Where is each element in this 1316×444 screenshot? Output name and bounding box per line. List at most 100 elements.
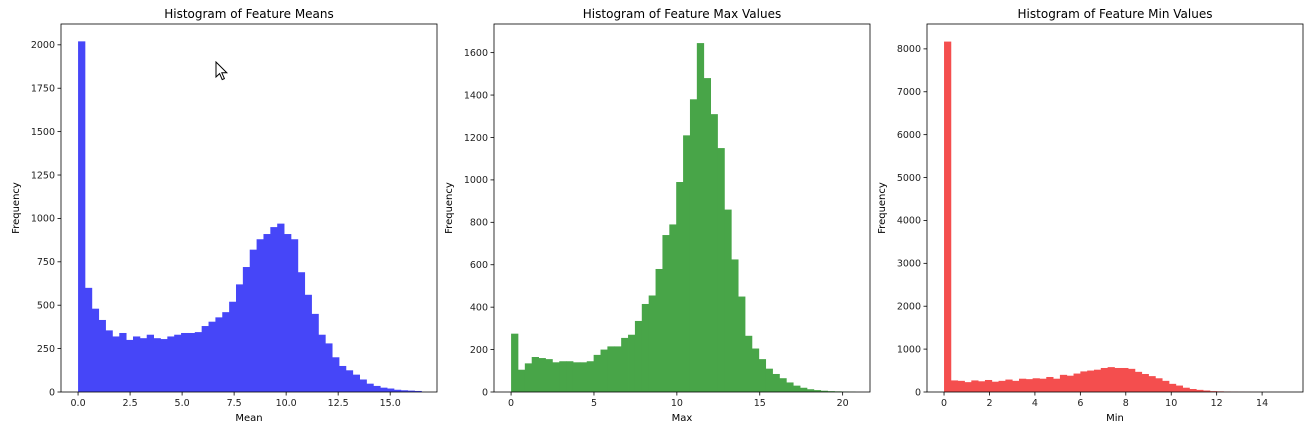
max-bar — [820, 390, 828, 392]
min-xtick-label: 6 — [1077, 398, 1083, 409]
means-axes-frame — [60, 23, 438, 393]
means-bar — [208, 321, 216, 392]
chart-min: 0 2 4 6 8 10 12 14 0 1000 2000 3000 4000 5000 6000 7000… — [877, 7, 1304, 424]
max-bar — [545, 359, 553, 392]
max-bar — [566, 361, 574, 392]
means-bar — [187, 332, 196, 392]
means-bar — [325, 343, 333, 392]
max-ytick-label: 200 — [470, 345, 488, 356]
min-xtick-label: 8 — [1123, 398, 1129, 409]
means-bar — [304, 294, 312, 392]
max-ytick-label: 600 — [470, 260, 488, 271]
means-ytick-label: 1250 — [31, 170, 55, 181]
means-bar — [407, 390, 415, 392]
min-bar — [1168, 383, 1177, 392]
max-bar — [669, 224, 677, 392]
min-bar — [1114, 367, 1122, 392]
min-ytick-label: 1000 — [897, 344, 921, 355]
min-bar — [1059, 374, 1068, 392]
means-bar — [146, 334, 154, 392]
means-bar — [174, 334, 182, 392]
mouse-cursor-icon — [215, 61, 229, 81]
means-bar — [98, 319, 106, 392]
max-bar — [621, 337, 629, 392]
min-bar — [1093, 369, 1102, 392]
max-bar — [628, 334, 636, 392]
max-bar — [586, 361, 595, 392]
max-ytick-label: 1600 — [464, 48, 488, 59]
min-bar — [1080, 371, 1088, 392]
max-bar — [676, 182, 684, 392]
max-bar — [724, 209, 732, 392]
max-bar — [593, 354, 601, 392]
min-bar — [1196, 389, 1204, 392]
min-bar — [1107, 367, 1115, 392]
means-bar — [380, 387, 388, 392]
means-xtick-label: 7.5 — [227, 398, 242, 409]
means-ytick-label: 0 — [49, 387, 55, 398]
max-bar — [751, 348, 760, 392]
min-bar — [1148, 376, 1156, 392]
means-bar — [215, 317, 223, 392]
means-bar — [153, 338, 161, 392]
max-bar — [786, 382, 794, 392]
max-bar — [600, 349, 608, 392]
means-xtick-label: 12.5 — [328, 398, 349, 409]
means-bar — [297, 272, 306, 392]
min-bar — [1121, 367, 1129, 392]
means-ytick-label: 250 — [37, 344, 55, 355]
min-bar — [1046, 376, 1054, 392]
max-bar — [655, 268, 663, 392]
means-bar — [126, 339, 134, 392]
min-bars — [944, 41, 1286, 392]
means-bar — [338, 365, 347, 392]
min-bar — [1019, 378, 1027, 392]
means-bar — [256, 239, 264, 392]
max-xtick-label: 15 — [754, 398, 766, 409]
means-bar — [352, 374, 360, 392]
min-bar — [971, 380, 979, 392]
max-bar — [641, 303, 650, 392]
min-bar — [1141, 373, 1149, 392]
chart-max: 0 5 10 15 2002004006008001000120014001600His… — [444, 7, 871, 424]
max-ytick-label: 400 — [470, 302, 488, 313]
means-xtick-label: 5.0 — [175, 398, 190, 409]
means-bar — [249, 249, 257, 392]
max-bar — [779, 378, 787, 392]
max-bar — [559, 361, 567, 392]
means-bar — [181, 332, 189, 392]
means-bar — [318, 334, 326, 392]
max-bars — [511, 43, 856, 393]
means-bar — [160, 339, 168, 392]
min-ytick-label: 7000 — [897, 87, 921, 98]
max-bar — [511, 333, 519, 392]
means-bar — [139, 338, 148, 392]
min-bar — [1128, 368, 1136, 392]
min-xtick-label: 14 — [1256, 398, 1268, 409]
min-bar — [1155, 378, 1163, 392]
min-bar — [1073, 373, 1081, 392]
min-ytick-label: 4000 — [897, 216, 921, 227]
max-xtick-label: 20 — [837, 398, 849, 409]
min-bar — [1209, 391, 1218, 392]
means-bar — [373, 385, 381, 392]
chart-means: 0.0 2.5 5.0 7.5 10.0 12.5 15.0 0 250 500 750 1000 12… — [11, 7, 438, 424]
min-ytick-label: 0 — [915, 387, 921, 398]
max-bar — [710, 114, 718, 392]
min-bar — [1066, 375, 1074, 392]
means-ytick-label: 1000 — [31, 214, 55, 225]
max-bar — [517, 369, 526, 392]
means-bar — [167, 336, 175, 392]
max-bar — [531, 357, 539, 392]
min-bar — [964, 382, 972, 392]
min-bar — [1162, 380, 1170, 392]
min-bar — [957, 380, 965, 392]
max-y-axis-label: Frequency — [444, 182, 455, 234]
max-ytick-label: 1200 — [464, 133, 488, 144]
max-bar — [662, 235, 670, 392]
means-bar — [78, 41, 86, 392]
means-xtick-label: 2.5 — [123, 398, 138, 409]
means-bar — [222, 312, 230, 392]
min-y-axis-label: Frequency — [877, 182, 888, 234]
max-bar — [696, 43, 705, 393]
